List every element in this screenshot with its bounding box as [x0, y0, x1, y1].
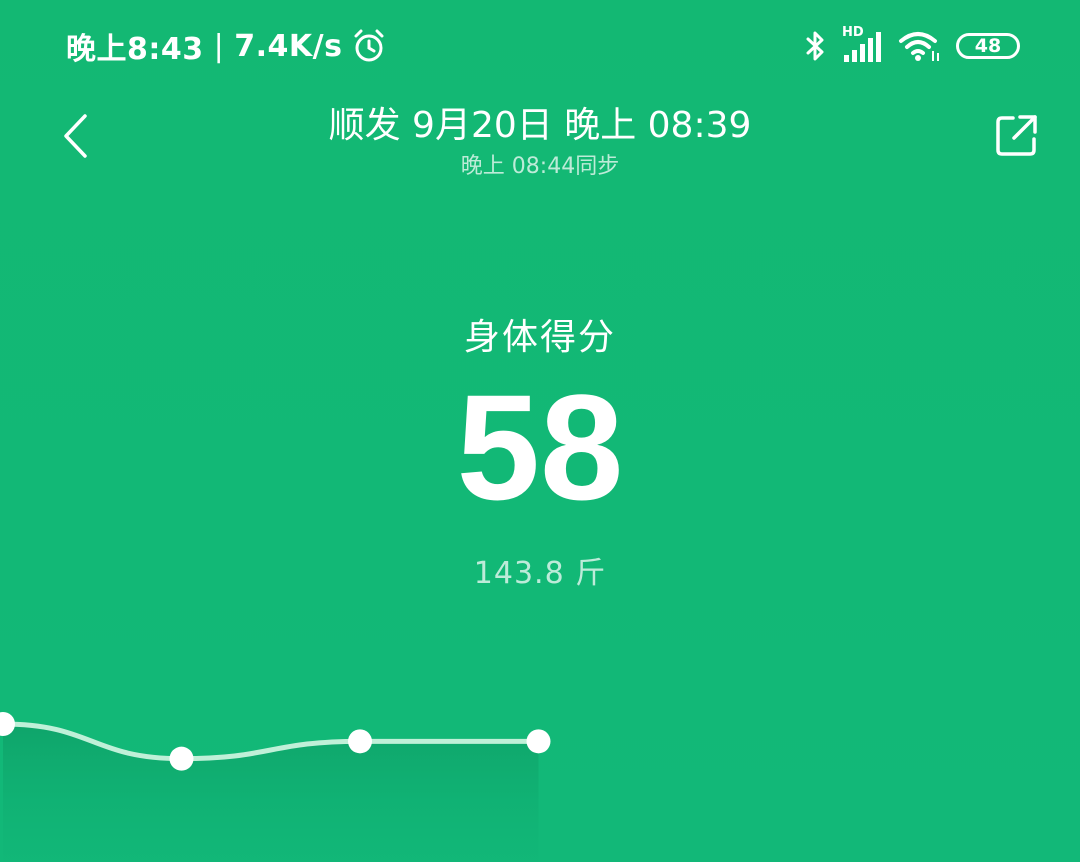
weight-value: 143.8 斤: [473, 556, 607, 591]
header-bar: 顺发 9月20日 晚上 08:39 晚上 08:44同步: [0, 92, 1080, 202]
body-score-value: 58: [456, 363, 624, 531]
back-button[interactable]: [52, 108, 100, 164]
status-left-group: 晚上8:43 | 7.4K/s: [66, 26, 386, 67]
bluetooth-icon: [806, 31, 824, 61]
status-time: 晚上8:43: [66, 32, 204, 67]
cellular-signal-icon: [844, 32, 881, 62]
cellular-signal: HD: [842, 25, 884, 63]
network-speed: 7.4K/s: [234, 28, 343, 64]
battery-icon: 48: [956, 33, 1020, 59]
body-score-label: 身体得分: [463, 317, 616, 358]
status-separator: |: [213, 28, 225, 64]
share-button[interactable]: [992, 110, 1042, 160]
trend-point-0[interactable]: [0, 712, 15, 736]
weight-trend-chart[interactable]: [0, 600, 1080, 862]
trend-points: [0, 712, 551, 771]
trend-area: [3, 724, 539, 862]
trend-point-3[interactable]: [526, 729, 551, 754]
status-bar: 晚上8:43 | 7.4K/s HD: [0, 0, 1080, 92]
sync-time: 晚上 08:44同步: [460, 154, 620, 179]
wifi-icon: [899, 32, 939, 61]
page-title: 顺发 9月20日 晚上 08:39: [328, 105, 752, 146]
trend-line: [2, 721, 539, 762]
battery-level: 48: [974, 35, 1002, 57]
signal-hd-label: HD: [842, 25, 864, 40]
alarm-clock-icon: [354, 29, 384, 62]
share-export-icon: [996, 115, 1037, 156]
chevron-left-icon: [64, 114, 87, 158]
status-right-group: HD 48: [804, 25, 1020, 66]
trend-point-1[interactable]: [169, 746, 194, 771]
trend-point-2[interactable]: [348, 729, 372, 754]
